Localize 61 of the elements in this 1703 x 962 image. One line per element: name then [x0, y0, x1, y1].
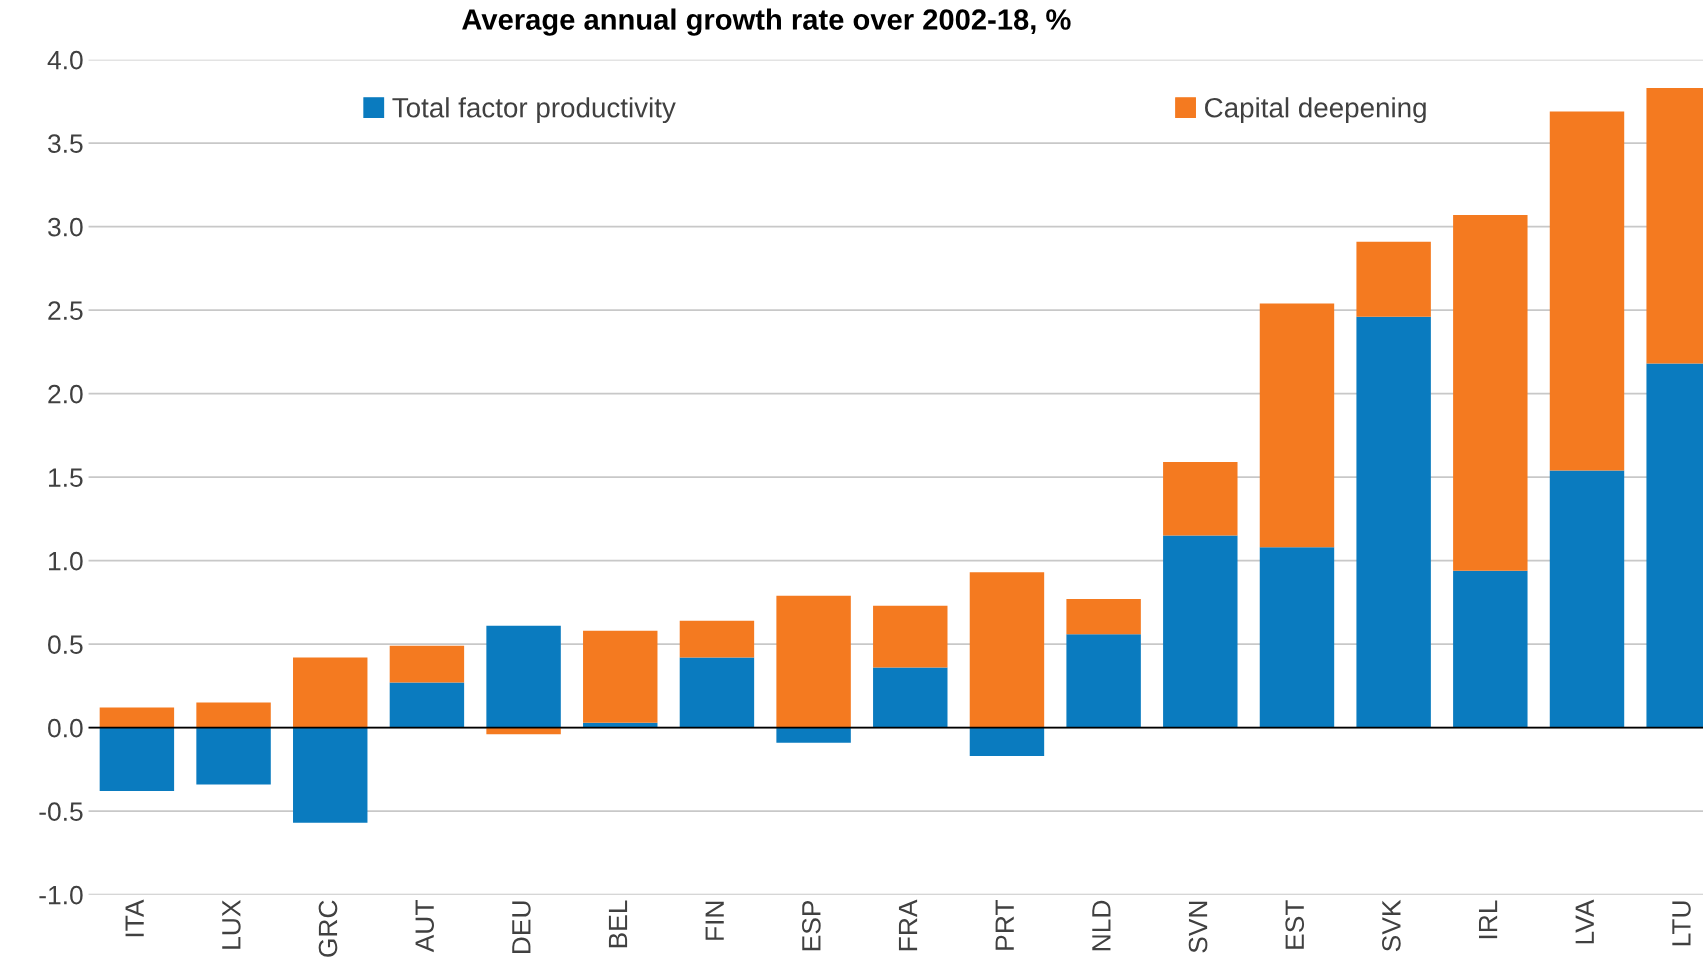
y-tick-label: 1.5: [49, 468, 83, 487]
bar: [1066, 599, 1141, 635]
x-tick-label: LUX: [222, 900, 241, 949]
bar: [776, 595, 851, 728]
bar: [99, 727, 175, 792]
legend-label: Capital deepening: [1205, 97, 1426, 124]
x-tick-label: SVN: [1188, 901, 1208, 953]
bar: [679, 620, 755, 658]
x-tick-label: FIN: [705, 901, 724, 940]
bar: [1356, 241, 1431, 317]
bar: [196, 702, 271, 728]
bar: [583, 630, 658, 723]
x-tick-label: NLD: [1092, 900, 1111, 951]
bar: [1549, 111, 1625, 471]
x-tick-label: DEU: [512, 901, 531, 954]
bar: [389, 682, 465, 728]
bar: [679, 657, 755, 728]
bar: [293, 657, 368, 728]
bar: [1259, 303, 1335, 548]
bar: [1549, 470, 1625, 728]
bar: [389, 645, 465, 683]
bar: [1453, 570, 1528, 728]
x-tick-label: BEL: [608, 900, 628, 948]
x-tick-label: ITA: [125, 899, 144, 937]
x-tick-label: FRA: [898, 899, 918, 951]
y-tick-label: -0.5: [39, 802, 83, 821]
x-tick-label: LTU: [1672, 901, 1691, 946]
bar: [196, 727, 271, 785]
x-tick-label: SVK: [1382, 899, 1401, 952]
bar: [486, 625, 561, 728]
bar: [99, 707, 175, 728]
y-tick-label: 2.5: [48, 301, 83, 320]
chart-title: Average annual growth rate over 2002-18, %: [462, 8, 1071, 36]
y-tick-label: 0.0: [48, 718, 83, 738]
y-tick-label: 1.0: [49, 551, 83, 571]
y-tick-label: 3.5: [48, 134, 83, 153]
y-tick-label: 0.5: [48, 635, 83, 654]
bar: [873, 605, 948, 668]
bar: [1066, 634, 1141, 728]
legend-label: Total factor productivity: [392, 97, 676, 124]
bar: [873, 667, 948, 728]
x-tick-label: GRC: [318, 900, 338, 957]
y-tick-label: 3.0: [48, 217, 83, 237]
bar: [1356, 316, 1431, 728]
bar: [1453, 214, 1528, 571]
x-tick-label: EST: [1285, 900, 1305, 949]
x-tick-label: AUT: [415, 900, 434, 953]
x-tick-label: LVA: [1575, 899, 1594, 944]
bar: [293, 727, 368, 823]
y-tick-label: -1.0: [39, 885, 83, 905]
y-tick-label: 4.0: [47, 50, 83, 70]
y-tick-label: 2.0: [48, 384, 83, 404]
x-tick-label: IRL: [1478, 900, 1498, 939]
bar: [776, 727, 851, 743]
x-tick-label: PRT: [995, 900, 1014, 950]
bar: [969, 727, 1045, 757]
bar: [969, 572, 1045, 728]
x-tick-label: ESP: [802, 900, 821, 951]
bar: [1163, 462, 1238, 536]
bar: [1163, 535, 1238, 728]
bar: [1259, 547, 1335, 728]
